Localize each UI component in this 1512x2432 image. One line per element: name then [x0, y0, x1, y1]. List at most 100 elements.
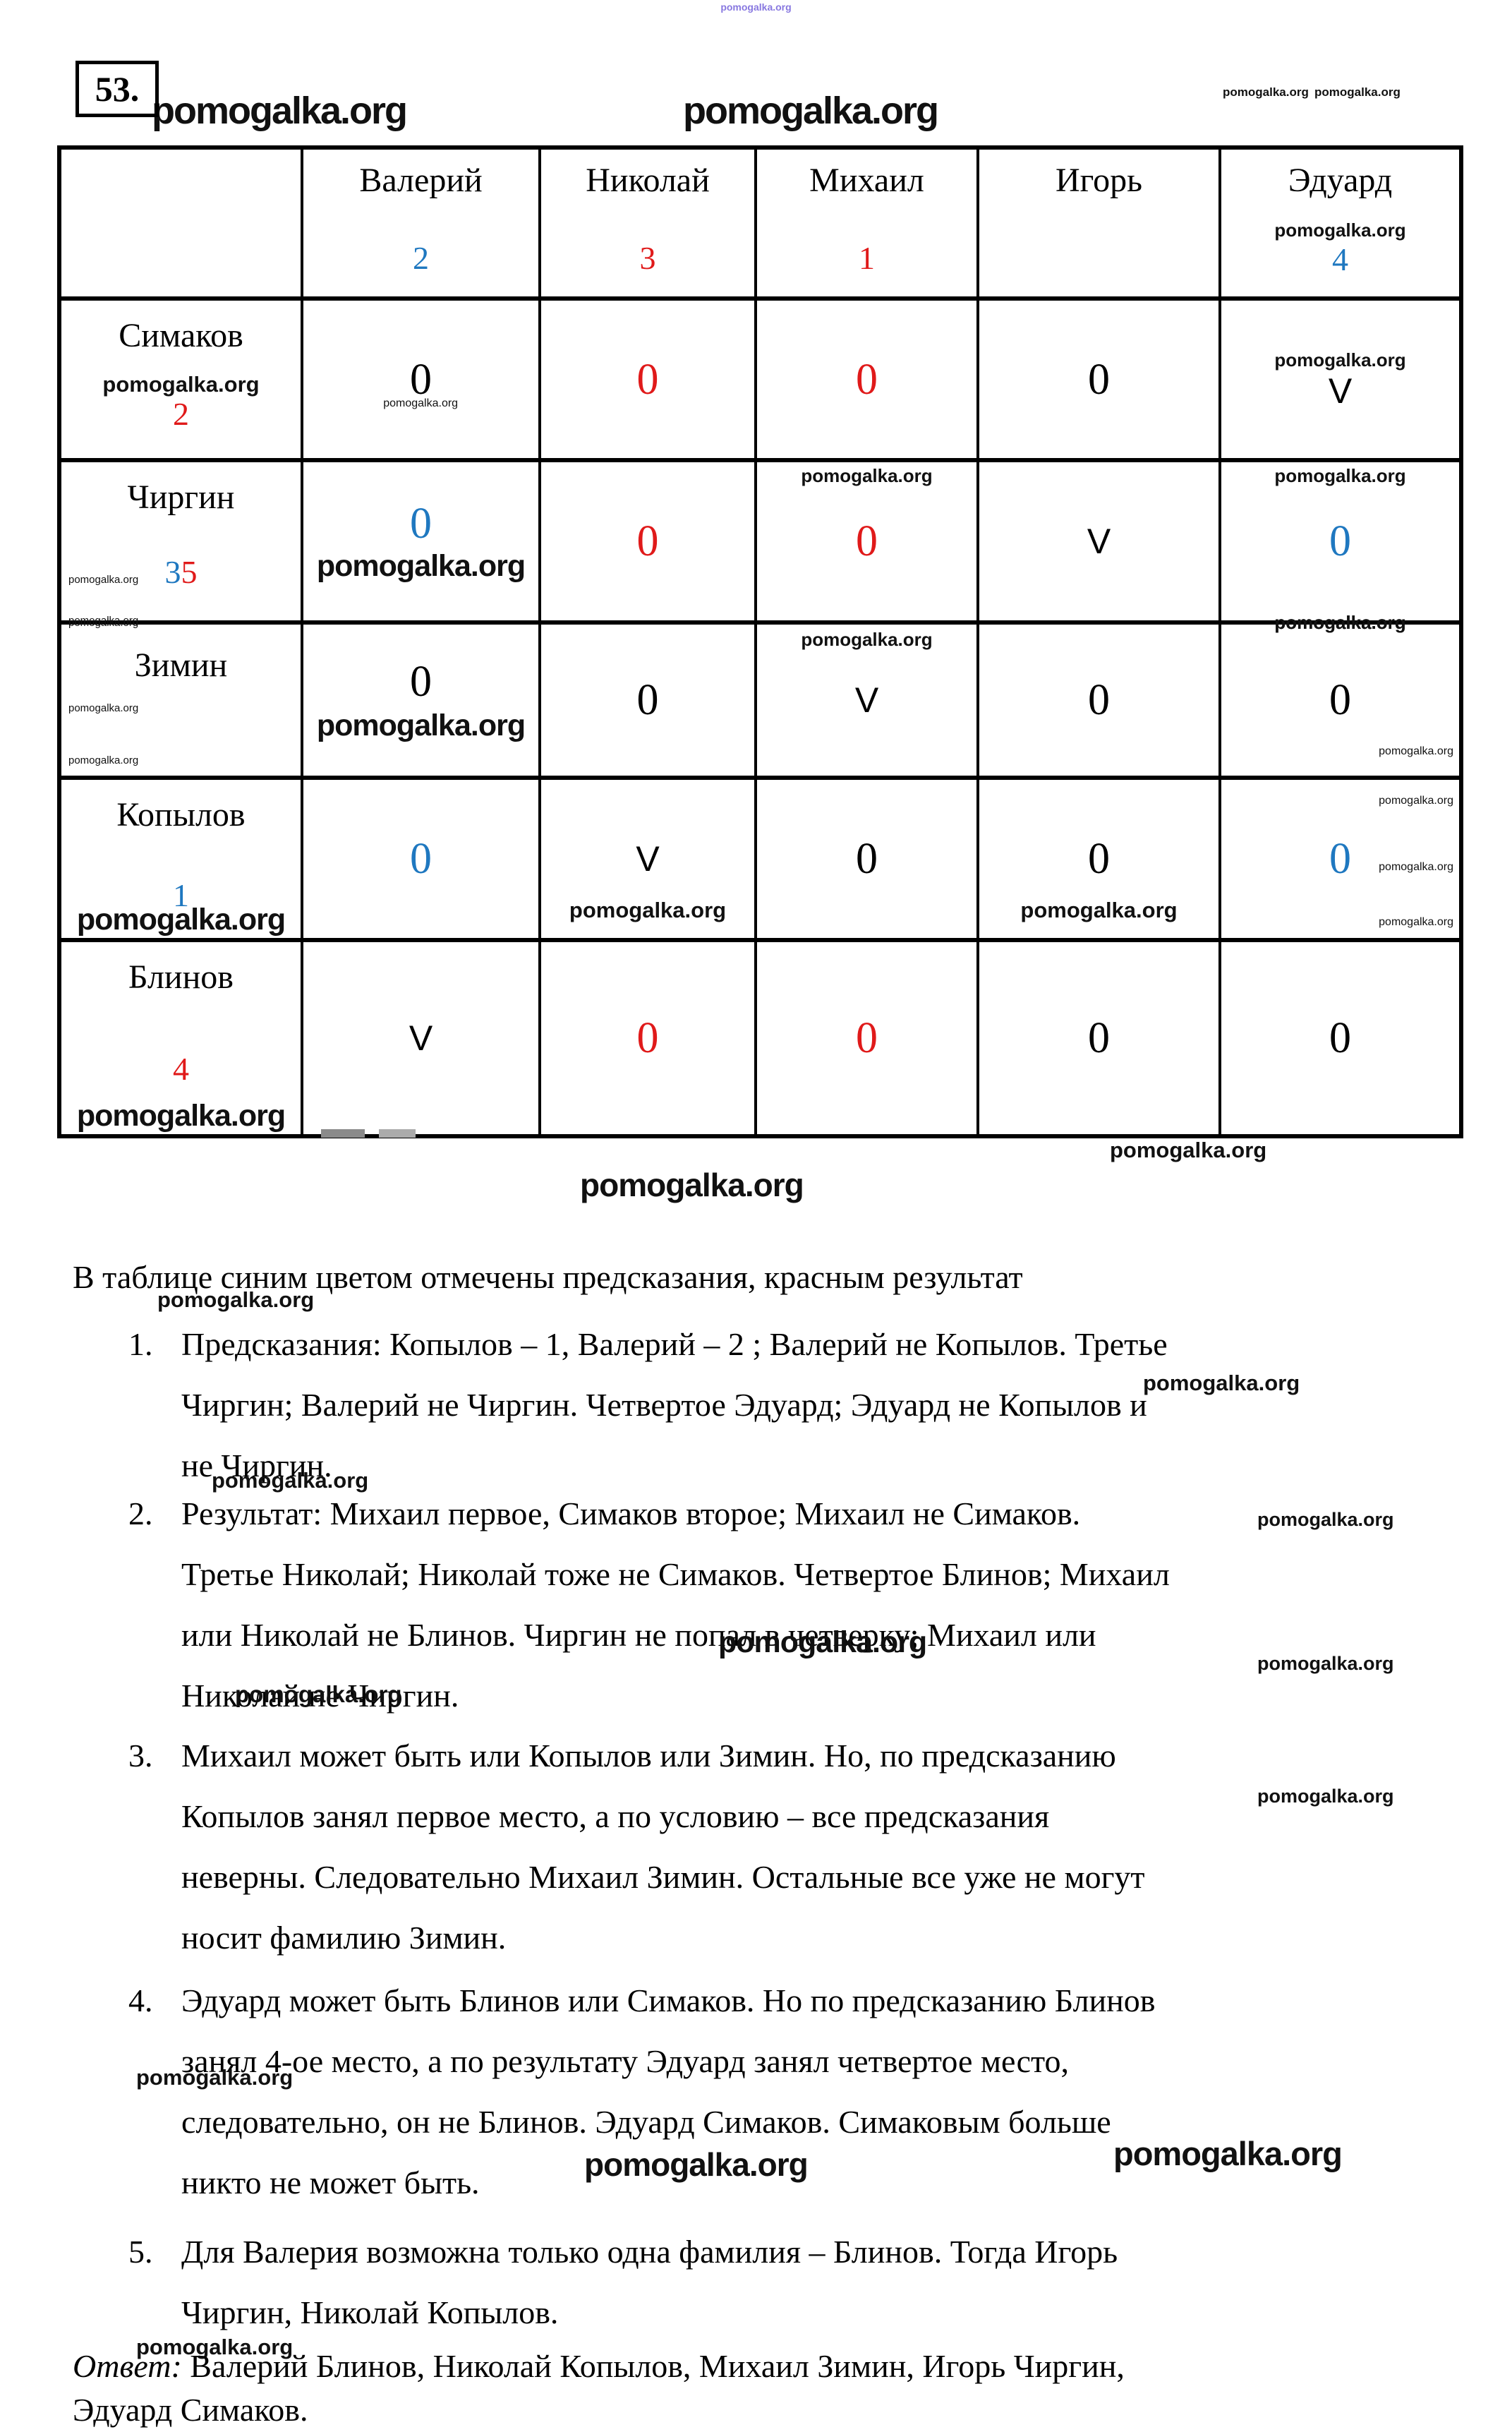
table-mark: V: [1328, 371, 1353, 411]
column-header-eduard: Эдуард pomogalka.org 4: [1221, 150, 1459, 301]
cell-kopylov-nikolay: V pomogalka.org: [541, 780, 757, 942]
answer-text: Валерий Блинов, Николай Копылов, Михаил …: [181, 2348, 1125, 2384]
watermark: pomogalka.org: [1379, 861, 1453, 874]
watermark: pomogalka.org: [720, 1, 792, 13]
cell-simakov-igor: 0: [979, 301, 1221, 462]
watermark: pomogalka.org: [68, 702, 139, 715]
column-name: Михаил: [809, 162, 924, 199]
watermark: pomogalka.org: [1257, 1509, 1394, 1530]
watermark: pomogalka.org: [1274, 349, 1406, 371]
cell-chirgin-mikhail: pomogalka.org 0: [757, 462, 979, 625]
cell-zimin-mikhail: pomogalka.org V: [757, 625, 979, 780]
watermark: pomogalka.org: [1379, 745, 1453, 757]
step-line: Предсказания: Копылов – 1, Валерий – 2 ;…: [181, 1326, 1168, 1362]
column-header-valeriy: Валерий 2: [303, 150, 541, 301]
surname: Копылов: [116, 796, 246, 833]
watermark: pomogalka.org: [235, 1681, 402, 1707]
watermark: pomogalka.org: [383, 397, 459, 410]
watermark: pomogalka.org: [1257, 1786, 1394, 1807]
answer-block: Ответ: Валерий Блинов, Николай Копылов, …: [73, 2344, 1125, 2432]
step-line: занял 4-ое место, а по результату Эдуард…: [181, 2043, 1069, 2079]
row-label-chirgin: Чиргин pomogalka.org 35 pomogalka.org: [61, 462, 303, 627]
result-number: 3: [639, 240, 656, 276]
cell-blinov-eduard: 0: [1221, 942, 1459, 1134]
watermark: pomogalka.org: [801, 629, 933, 650]
table-mark: 0: [856, 1014, 878, 1062]
watermark: pomogalka.org: [1110, 1138, 1267, 1162]
column-header-igor: Игорь: [979, 150, 1221, 301]
problem-number-box: 53.: [75, 61, 159, 117]
row-label-simakov: Симаков pomogalka.org 2: [61, 301, 303, 462]
row-number-result: 5: [181, 554, 198, 590]
watermark: pomogalka.org: [1257, 1653, 1394, 1674]
table-mark: 0: [1329, 1014, 1351, 1062]
cell-simakov-valeriy: 0 pomogalka.org: [303, 301, 541, 462]
cell-chirgin-igor: V: [979, 462, 1221, 625]
watermark: pomogalka.org: [1274, 219, 1406, 241]
watermark: pomogalka.org: [569, 898, 727, 922]
cell-simakov-mikhail: 0: [757, 301, 979, 462]
watermark: pomogalka.org: [1020, 898, 1178, 922]
cell-blinov-mikhail: 0: [757, 942, 979, 1134]
watermark: pomogalka.org: [584, 2146, 809, 2183]
watermark: pomogalka.org: [68, 574, 139, 586]
watermark: pomogalka.org: [76, 903, 286, 937]
watermark: pomogalka.org: [1274, 612, 1406, 633]
cell-blinov-nikolay: 0: [541, 942, 757, 1134]
table-mark: 0: [856, 517, 878, 565]
step-line: или Николай не Блинов. Чиргин не попал в…: [181, 1617, 1096, 1653]
solution-step-1: 1. Предсказания: Копылов – 1, Валерий – …: [73, 1314, 1168, 1496]
table-mark: 0: [636, 355, 659, 404]
watermark: pomogalka.org: [68, 617, 139, 629]
result-number: 1: [859, 240, 875, 276]
step-line: Для Валерия возможна только одна фамилия…: [181, 2234, 1118, 2270]
watermark: pomogalka.org: [316, 548, 526, 583]
solution-step-5: 5. Для Валерия возможна только одна фами…: [73, 2222, 1118, 2343]
surname: Симаков: [119, 317, 243, 354]
watermark: pomogalka.org: [1143, 1371, 1300, 1395]
table-mark: 0: [636, 1014, 659, 1062]
cell-kopylov-mikhail: 0: [757, 780, 979, 942]
surname: Чиргин: [127, 478, 235, 516]
cell-zimin-igor: 0: [979, 625, 1221, 780]
cell-kopylov-eduard: pomogalka.org 0 pomogalka.org pomogalka.…: [1221, 780, 1459, 942]
cell-zimin-valeriy: 0 pomogalka.org: [303, 625, 541, 780]
table-mark: V: [854, 680, 879, 720]
watermark: pomogalka.org: [68, 615, 139, 627]
table-mark: 0: [1088, 1014, 1110, 1062]
problem-number: 53.: [95, 69, 140, 109]
row-label-kopylov: Копылов 1 pomogalka.org: [61, 780, 303, 942]
cell-zimin-eduard: pomogalka.org 0 pomogalka.org: [1221, 613, 1459, 780]
prediction-number: 4: [1332, 241, 1348, 277]
surname: Блинов: [128, 958, 234, 996]
step-number: 1.: [128, 1326, 153, 1362]
watermark: pomogalka.org: [316, 708, 526, 742]
cell-blinov-igor: 0: [979, 942, 1221, 1134]
table-mark: 0: [1329, 835, 1351, 883]
scan-artifact: [321, 1129, 365, 1138]
step-number: 5.: [128, 2234, 153, 2270]
step-number: 3.: [128, 1738, 153, 1774]
table-mark: V: [409, 1018, 433, 1058]
table-mark: 0: [636, 676, 659, 724]
column-name: Николай: [586, 162, 710, 199]
cell-kopylov-igor: 0 pomogalka.org: [979, 780, 1221, 942]
note-line: В таблице синим цветом отмечены предсказ…: [73, 1259, 1023, 1295]
table-mark: 0: [410, 355, 432, 404]
corner-cell: [61, 150, 303, 301]
watermark: pomogalka.org: [801, 465, 933, 486]
cell-zimin-nikolay: 0: [541, 625, 757, 780]
logic-table: Валерий 2 Николай 3 Михаил 1 Игорь Эдуар…: [57, 145, 1463, 1138]
row-label-zimin: pomogalka.org Зимин pomogalka.org pomoga…: [61, 618, 303, 780]
watermark: pomogalka.org: [152, 90, 408, 132]
watermark: pomogalka.org: [1113, 2135, 1343, 2172]
step-line: Николай не Чиргин.: [181, 1678, 459, 1714]
step-line: носит фамилию Зимин.: [181, 1920, 507, 1956]
table-mark: V: [636, 839, 660, 879]
watermark: pomogalka.org: [1274, 612, 1406, 633]
cell-blinov-valeriy: V: [303, 942, 541, 1134]
step-number: 2.: [128, 1495, 153, 1531]
watermark: pomogalka.org: [580, 1167, 804, 1203]
cell-kopylov-valeriy: 0: [303, 780, 541, 942]
table-mark: 0: [1329, 517, 1351, 565]
